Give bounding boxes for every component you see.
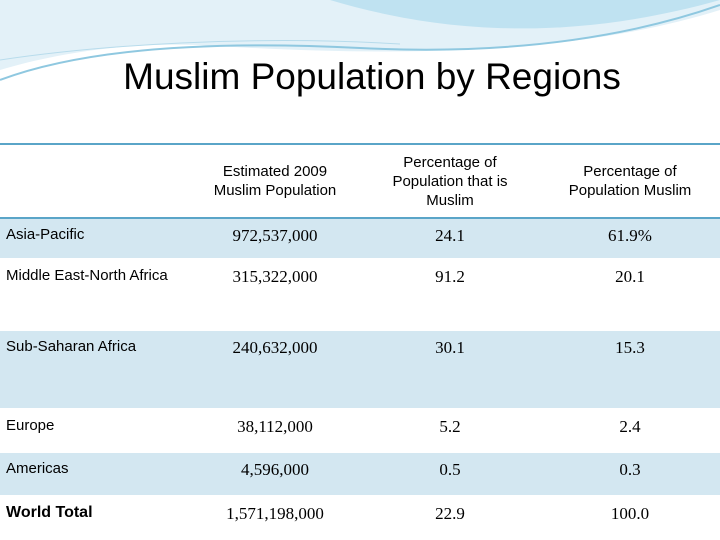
header-cell (0, 143, 190, 219)
decoration (0, 0, 720, 81)
table-row: Middle East-North Africa 315,322,000 91.2 2… (0, 258, 720, 330)
header-cell: Percentage of Population that is Muslim (360, 143, 540, 219)
cell: 240,632,000 (190, 329, 360, 409)
header-row: Estimated 2009 Muslim Population Percenta… (0, 143, 720, 219)
cell: 38,112,000 (190, 408, 360, 452)
swoosh-line (0, 40, 401, 61)
header-cell: Percentage of Population Muslim (540, 143, 720, 219)
header-cell: Estimated 2009 Muslim Population (190, 143, 360, 219)
title: Muslim Population by Regions (123, 56, 621, 97)
cell: 20.1 (540, 258, 720, 330)
data-table: Estimated 2009 Muslim Population Percenta… (0, 143, 720, 540)
swoosh-accent (330, 0, 720, 29)
cell: 91.2 (360, 258, 540, 330)
table-row: Americas 4,596,000 0.5 0.3 (0, 451, 720, 496)
row-label: Sub-Saharan Africa (0, 329, 190, 409)
cell: 972,537,000 (190, 217, 360, 259)
row-label: Asia-Pacific (0, 217, 190, 259)
cell: 24.1 (360, 217, 540, 259)
cell: 22.9 (360, 495, 540, 540)
table-row: World Total 1,571,198,000 22.9 100.0 (0, 495, 720, 540)
row-label: Americas (0, 451, 190, 496)
cell: 1,571,198,000 (190, 495, 360, 540)
cell: 2.4 (540, 408, 720, 452)
cell: 0.5 (360, 451, 540, 496)
cell: 0.3 (540, 451, 720, 496)
row-label: Middle East-North Africa (0, 258, 190, 330)
cell: 30.1 (360, 329, 540, 409)
table-row: Asia-Pacific 972,537,000 24.1 61.9% (0, 217, 720, 259)
row-label: Europe (0, 408, 190, 452)
cell: 100.0 (540, 495, 720, 540)
cell: 315,322,000 (190, 258, 360, 330)
cell: 15.3 (540, 329, 720, 409)
table-row: Europe 38,112,000 5.2 2.4 (0, 408, 720, 452)
cell: 61.9% (540, 217, 720, 259)
swoosh-line (0, 4, 720, 81)
cell: 5.2 (360, 408, 540, 452)
cell: 4,596,000 (190, 451, 360, 496)
row-label: World Total (0, 495, 190, 540)
table-row: Sub-Saharan Africa 240,632,000 30.1 15.3 (0, 329, 720, 409)
